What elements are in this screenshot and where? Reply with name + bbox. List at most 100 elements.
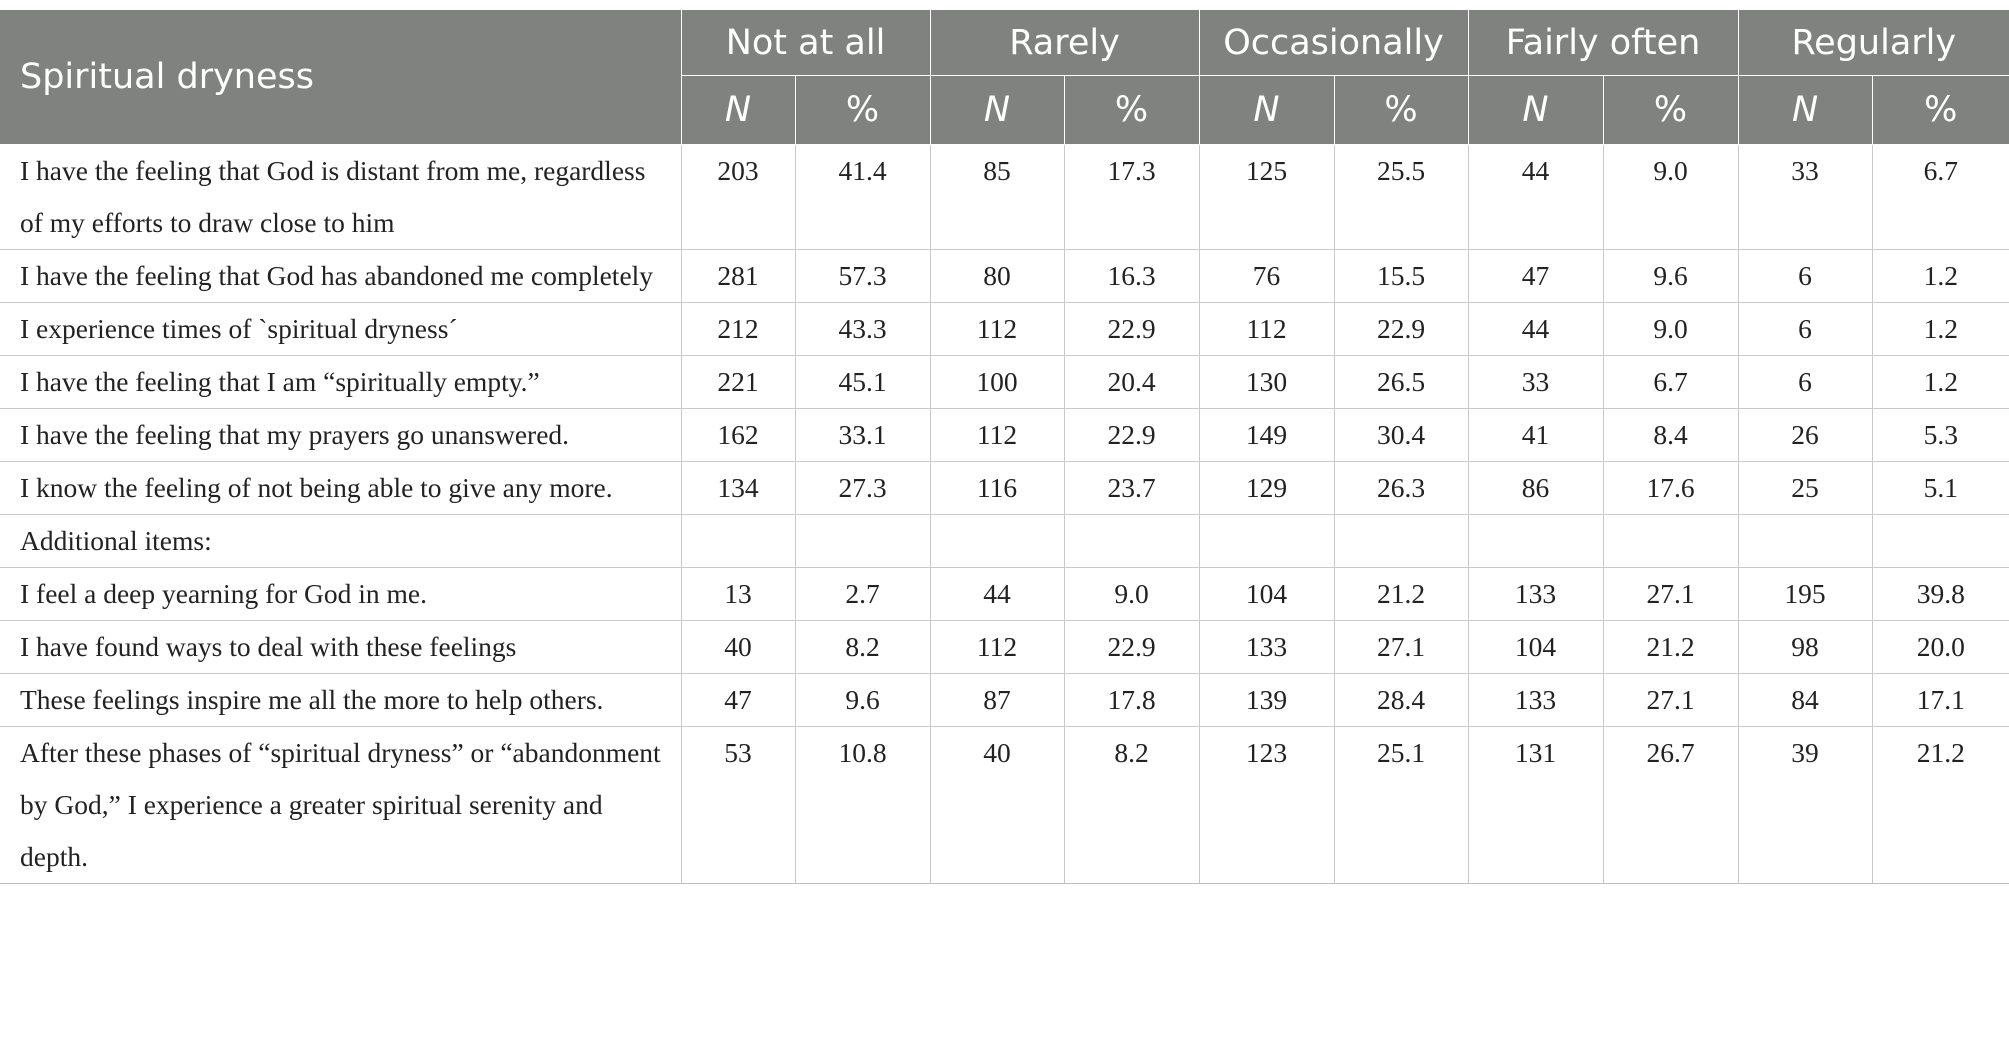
cell-n: 44 bbox=[929, 567, 1065, 621]
cell-n: 129 bbox=[1198, 461, 1335, 515]
cell-n: 33 bbox=[1737, 144, 1873, 250]
cell-percent: 8.2 bbox=[1063, 726, 1200, 884]
group-header-occasionally: Occasionally bbox=[1198, 9, 1469, 76]
cell-n bbox=[680, 514, 796, 568]
cell-n: 47 bbox=[1467, 249, 1604, 303]
cell-percent: 8.4 bbox=[1602, 408, 1739, 462]
cell-n: 134 bbox=[680, 461, 796, 515]
table-row: I have the feeling that my prayers go un… bbox=[0, 408, 2009, 462]
cell-n: 116 bbox=[929, 461, 1065, 515]
cell-percent: 23.7 bbox=[1063, 461, 1200, 515]
sub-header-n: N bbox=[1737, 75, 1873, 145]
cell-percent: 22.9 bbox=[1063, 408, 1200, 462]
cell-percent: 28.4 bbox=[1333, 673, 1469, 727]
cell-percent: 17.3 bbox=[1063, 144, 1200, 250]
cell-n: 26 bbox=[1737, 408, 1873, 462]
cell-percent: 9.6 bbox=[794, 673, 931, 727]
cell-n bbox=[1198, 514, 1335, 568]
row-label: I have the feeling that my prayers go un… bbox=[0, 408, 682, 462]
sub-header-n: N bbox=[1467, 75, 1604, 145]
table-header: Spiritual dryness Not at all Rarely Occa… bbox=[0, 9, 2009, 145]
table-body: I have the feeling that God is distant f… bbox=[0, 144, 2009, 884]
sub-header-percent: % bbox=[1871, 75, 2009, 145]
group-header-rarely: Rarely bbox=[929, 9, 1200, 76]
sub-header-percent: % bbox=[1333, 75, 1469, 145]
cell-percent: 9.0 bbox=[1602, 144, 1739, 250]
cell-n: 6 bbox=[1737, 355, 1873, 409]
cell-percent: 15.5 bbox=[1333, 249, 1469, 303]
cell-n: 130 bbox=[1198, 355, 1335, 409]
cell-n bbox=[929, 514, 1065, 568]
cell-percent: 9.0 bbox=[1063, 567, 1200, 621]
row-label: I know the feeling of not being able to … bbox=[0, 461, 682, 515]
sub-header-percent: % bbox=[1602, 75, 1739, 145]
cell-n: 162 bbox=[680, 408, 796, 462]
cell-percent: 22.9 bbox=[1063, 302, 1200, 356]
cell-n: 281 bbox=[680, 249, 796, 303]
row-label: I experience times of `spiritual dryness… bbox=[0, 302, 682, 356]
cell-n: 149 bbox=[1198, 408, 1335, 462]
cell-percent: 27.1 bbox=[1602, 567, 1739, 621]
cell-n: 125 bbox=[1198, 144, 1335, 250]
cell-n: 53 bbox=[680, 726, 796, 884]
row-label: I have the feeling that God has abandone… bbox=[0, 249, 682, 303]
cell-percent: 45.1 bbox=[794, 355, 931, 409]
sub-header-n: N bbox=[681, 75, 796, 145]
cell-percent bbox=[1602, 514, 1739, 568]
cell-percent: 22.9 bbox=[1063, 620, 1200, 674]
sub-header-n: N bbox=[1198, 75, 1335, 145]
cell-percent: 30.4 bbox=[1333, 408, 1469, 462]
row-label: These feelings inspire me all the more t… bbox=[0, 673, 682, 727]
cell-percent: 21.2 bbox=[1333, 567, 1469, 621]
cell-n: 33 bbox=[1467, 355, 1604, 409]
cell-n: 6 bbox=[1737, 249, 1873, 303]
cell-n: 85 bbox=[929, 144, 1065, 250]
table-title: Spiritual dryness bbox=[0, 9, 682, 145]
cell-n: 104 bbox=[1467, 620, 1604, 674]
cell-n: 76 bbox=[1198, 249, 1335, 303]
cell-n: 98 bbox=[1737, 620, 1873, 674]
cell-percent: 17.8 bbox=[1063, 673, 1200, 727]
sub-header-percent: % bbox=[1063, 75, 1200, 145]
cell-percent: 27.1 bbox=[1333, 620, 1469, 674]
cell-percent: 6.7 bbox=[1602, 355, 1739, 409]
sub-header-n: N bbox=[929, 75, 1065, 145]
cell-n bbox=[1467, 514, 1604, 568]
cell-percent: 17.6 bbox=[1602, 461, 1739, 515]
cell-percent: 2.7 bbox=[794, 567, 931, 621]
cell-n: 44 bbox=[1467, 144, 1604, 250]
cell-n: 195 bbox=[1737, 567, 1873, 621]
cell-n: 221 bbox=[680, 355, 796, 409]
group-header-regularly: Regularly bbox=[1737, 9, 2009, 76]
cell-percent: 16.3 bbox=[1063, 249, 1200, 303]
cell-percent: 57.3 bbox=[794, 249, 931, 303]
cell-n: 123 bbox=[1198, 726, 1335, 884]
cell-percent bbox=[1871, 514, 2009, 568]
cell-n: 212 bbox=[680, 302, 796, 356]
cell-percent: 5.1 bbox=[1871, 461, 2009, 515]
table-row: Additional items: bbox=[0, 514, 2009, 568]
table-row: I experience times of `spiritual dryness… bbox=[0, 302, 2009, 356]
cell-n: 133 bbox=[1467, 567, 1604, 621]
cell-percent: 21.2 bbox=[1871, 726, 2009, 884]
cell-percent: 26.5 bbox=[1333, 355, 1469, 409]
cell-n: 87 bbox=[929, 673, 1065, 727]
cell-percent bbox=[794, 514, 931, 568]
group-header-fairly-often: Fairly often bbox=[1467, 9, 1739, 76]
cell-percent: 20.0 bbox=[1871, 620, 2009, 674]
cell-percent: 10.8 bbox=[794, 726, 931, 884]
cell-n: 86 bbox=[1467, 461, 1604, 515]
cell-n: 131 bbox=[1467, 726, 1604, 884]
table-row: I know the feeling of not being able to … bbox=[0, 461, 2009, 515]
cell-n: 13 bbox=[680, 567, 796, 621]
cell-percent: 1.2 bbox=[1871, 249, 2009, 303]
row-label: After these phases of “spiritual dryness… bbox=[0, 726, 682, 884]
cell-percent: 43.3 bbox=[794, 302, 931, 356]
cell-percent bbox=[1333, 514, 1469, 568]
cell-n: 47 bbox=[680, 673, 796, 727]
table-row: I have the feeling that God has abandone… bbox=[0, 249, 2009, 303]
row-label: Additional items: bbox=[0, 514, 682, 568]
cell-n: 39 bbox=[1737, 726, 1873, 884]
cell-percent: 1.2 bbox=[1871, 355, 2009, 409]
cell-n: 6 bbox=[1737, 302, 1873, 356]
